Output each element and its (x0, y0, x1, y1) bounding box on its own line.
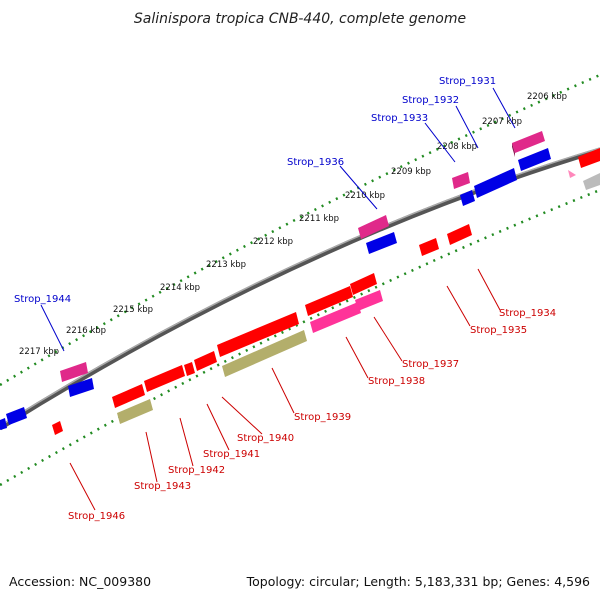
gene-feature-1937[interactable] (355, 290, 383, 311)
tick-label: 2212 kbp (253, 237, 293, 247)
tick-label: 2215 kbp (113, 305, 153, 315)
tick-label: 2213 kbp (206, 260, 246, 270)
gene-label-1946[interactable]: Strop_1946 (68, 511, 125, 522)
tick-label: 2206 kbp (527, 92, 567, 102)
cds-feature-1935[interactable] (419, 238, 439, 256)
cds-feature-1937[interactable] (350, 273, 377, 295)
inner-tick-ring (0, 188, 600, 487)
cds-feature-1933[interactable] (460, 190, 475, 206)
misc-feature-edge[interactable] (568, 170, 600, 190)
gene-label-1941[interactable]: Strop_1941 (203, 449, 260, 460)
forward-labels: Strop_1931 Strop_1932 Strop_1933 Strop_1… (14, 76, 496, 305)
tick-labels: 2206 kbp 2207 kbp 2208 kbp 2209 kbp 2210… (19, 92, 567, 357)
cds-feature-1931[interactable] (518, 148, 551, 171)
tick-label: 2210 kbp (345, 191, 385, 201)
gene-feature-1931[interactable] (512, 131, 545, 157)
cds-feature-1939[interactable] (217, 312, 299, 357)
outer-tick-ring (0, 73, 600, 387)
accession-text: Accession: NC_009380 (9, 574, 151, 589)
tick-label: 2214 kbp (160, 283, 200, 293)
gene-label-1939[interactable]: Strop_1939 (294, 412, 351, 423)
map-title: Salinispora tropica CNB-440, complete ge… (134, 11, 466, 27)
gene-label-1940[interactable]: Strop_1940 (237, 433, 294, 444)
misc-feature-1939[interactable] (222, 330, 307, 377)
cds-feature-1934[interactable] (447, 224, 472, 245)
gene-feature-1932[interactable] (452, 172, 470, 189)
tick-label: 2217 kbp (19, 347, 59, 357)
reverse-features (52, 224, 472, 435)
forward-features (0, 131, 600, 430)
gene-label-1936[interactable]: Strop_1936 (287, 157, 344, 168)
gene-feature-1938[interactable] (310, 302, 361, 333)
topology-text: Topology: circular; Length: 5,183,331 bp… (246, 574, 590, 589)
gene-label-1931[interactable]: Strop_1931 (439, 76, 496, 87)
gene-label-1944[interactable]: Strop_1944 (14, 294, 71, 305)
cds-feature-1941[interactable] (184, 362, 195, 376)
cds-feature-1944[interactable] (68, 378, 94, 397)
tick-label: 2211 kbp (299, 214, 339, 224)
cds-feature-edge[interactable] (578, 148, 600, 168)
tick-label: 2207 kbp (482, 117, 522, 127)
cds-feature-1943[interactable] (112, 384, 145, 408)
gene-label-1942[interactable]: Strop_1942 (168, 465, 225, 476)
reverse-labels: Strop_1934 Strop_1935 Strop_1937 Strop_1… (68, 308, 556, 522)
forward-leaders (40, 87, 516, 352)
tick-label: 2208 kbp (437, 142, 477, 152)
tick-label: 2216 kbp (66, 326, 106, 336)
cds-feature-1938[interactable] (305, 286, 353, 316)
cds-feature-1932[interactable] (474, 168, 517, 198)
gene-label-1935[interactable]: Strop_1935 (470, 325, 527, 336)
gene-label-1937[interactable]: Strop_1937 (402, 359, 459, 370)
cds-feature-1946[interactable] (52, 421, 63, 435)
misc-feature-1943[interactable] (117, 399, 153, 424)
cds-feature-1936[interactable] (366, 232, 397, 254)
gene-label-1933[interactable]: Strop_1933 (371, 113, 428, 124)
cds-feature-1942[interactable] (144, 365, 185, 392)
tick-label: 2209 kbp (391, 167, 431, 177)
gene-label-1934[interactable]: Strop_1934 (499, 308, 556, 319)
cds-feature-left[interactable] (0, 407, 27, 430)
gene-label-1932[interactable]: Strop_1932 (402, 95, 459, 106)
gene-feature-1944[interactable] (60, 362, 88, 382)
reverse-leaders (69, 268, 501, 511)
cds-feature-1940[interactable] (194, 351, 217, 371)
gene-label-1938[interactable]: Strop_1938 (368, 376, 425, 387)
gene-feature-1936[interactable] (358, 215, 389, 239)
gene-label-1943[interactable]: Strop_1943 (134, 481, 191, 492)
